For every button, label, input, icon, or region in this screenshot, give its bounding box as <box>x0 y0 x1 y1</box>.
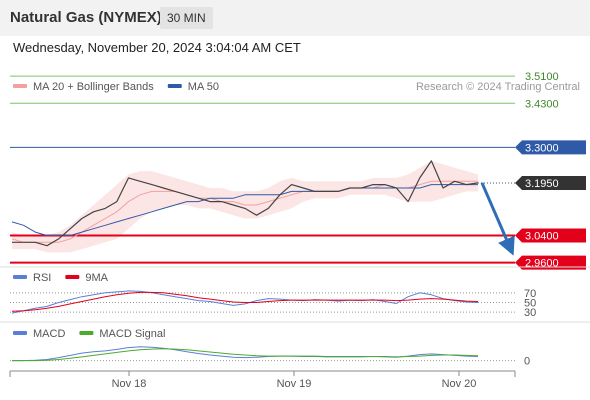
macd-legend-swatch-1 <box>79 331 94 335</box>
chart-header: Natural Gas (NYMEX) 30 MIN <box>0 0 590 36</box>
macd-legend-label-1: MACD Signal <box>99 328 165 340</box>
time-tick-label-2: Nov 20 <box>442 378 477 390</box>
macd-legend-swatch-0 <box>13 331 27 335</box>
chart-datetime: Wednesday, November 20, 2024 3:04:04 AM … <box>13 40 301 55</box>
time-tick-label-1: Nov 19 <box>277 378 312 390</box>
rsi-ma-line <box>11 291 479 312</box>
level-label-4: 2.9600 <box>525 258 559 270</box>
level-label-2: 3.3000 <box>525 142 559 154</box>
rsi-legend-label-1: 9MA <box>85 272 108 284</box>
last-price-label: 3.1950 <box>525 178 559 190</box>
price-legend-label-1: MA 50 <box>188 81 219 93</box>
price-legend-swatch-1 <box>167 84 182 88</box>
macd-tick-0: 0 <box>524 356 530 368</box>
rsi-tick-0: 70 <box>524 288 536 300</box>
rsi-legend-swatch-1 <box>65 275 80 279</box>
macd-line <box>12 346 479 362</box>
rsi-legend-label-0: RSI <box>33 272 51 284</box>
ma50-line <box>11 184 478 236</box>
rsi-line <box>11 290 479 314</box>
rsi-tick-1: 50 <box>524 298 536 310</box>
timeframe-badge[interactable]: 30 MIN <box>160 7 213 29</box>
last-price-tag <box>515 175 586 190</box>
price-legend-label-0: MA 20 + Bollinger Bands <box>33 81 154 93</box>
level-tag-2 <box>515 140 586 155</box>
rsi-legend-swatch-0 <box>13 275 27 279</box>
instrument-title: Natural Gas (NYMEX) <box>10 9 162 26</box>
bollinger-band-area <box>12 160 478 253</box>
level-tag-4 <box>515 255 586 270</box>
rsi-tick-2: 30 <box>524 307 536 319</box>
watermark: Research © 2024 Trading Central <box>416 81 580 93</box>
price-line <box>12 160 479 247</box>
time-tick-label-0: Nov 18 <box>112 378 147 390</box>
macd-signal-line <box>12 348 479 362</box>
level-label-3: 3.0400 <box>525 230 559 242</box>
forecast-arrow <box>480 182 515 256</box>
level-tag-3 <box>515 228 586 243</box>
price-legend-swatch-0 <box>13 84 27 88</box>
level-label-0: 3.5100 <box>525 71 559 83</box>
macd-legend-label-0: MACD <box>33 328 65 340</box>
level-label-1: 3.4300 <box>525 98 559 110</box>
